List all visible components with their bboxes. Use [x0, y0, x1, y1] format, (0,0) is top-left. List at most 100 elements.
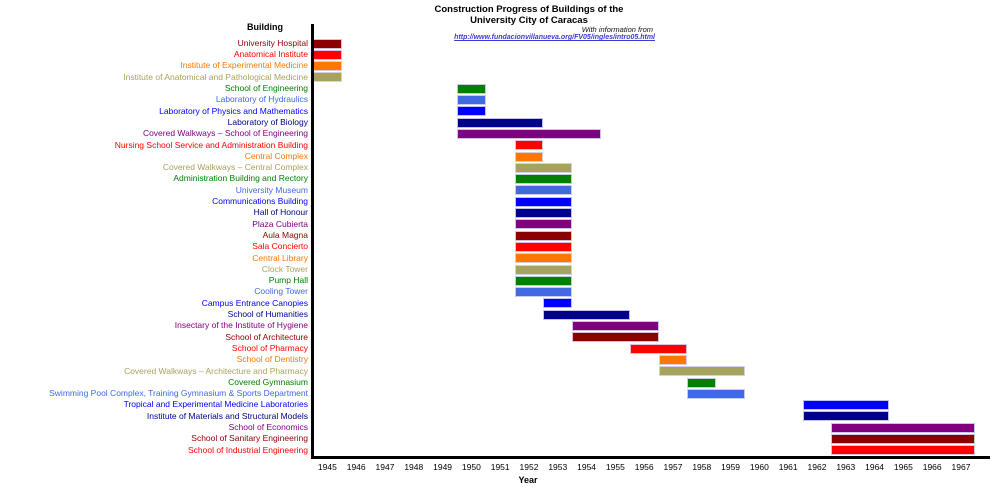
gantt-bar — [687, 388, 745, 399]
gantt-bar — [658, 354, 688, 365]
gantt-bar — [572, 321, 659, 331]
building-label: Plaza Cubierta — [252, 218, 308, 229]
x-tick-label: 1953 — [548, 462, 568, 472]
gantt-bar — [514, 174, 573, 185]
x-tick-label: 1951 — [490, 462, 510, 472]
x-tick-label: 1967 — [951, 462, 971, 472]
x-tick-label: 1960 — [749, 462, 769, 472]
y-axis-line — [311, 24, 314, 459]
x-tick-label: 1946 — [346, 462, 366, 472]
gantt-bar — [543, 309, 630, 320]
gantt-bar — [514, 151, 544, 162]
gantt-bar — [514, 287, 573, 298]
building-label: Covered Walkways – Central Complex — [162, 162, 308, 173]
gantt-bar — [802, 400, 889, 411]
x-tick-label: 1948 — [404, 462, 424, 472]
gantt-bar — [687, 377, 717, 388]
building-label: Pump Hall — [268, 275, 308, 286]
gantt-bar — [831, 445, 976, 456]
gantt-bar — [802, 411, 889, 422]
building-label: Covered Gymnasium — [228, 376, 308, 387]
x-tick-label: 1965 — [893, 462, 913, 472]
building-label: Swimming Pool Complex, Training Gymnasiu… — [49, 388, 308, 399]
building-label: Institute of Experimental Medicine — [180, 60, 308, 71]
x-tick-label: 1949 — [433, 462, 453, 472]
gantt-bar — [514, 219, 573, 230]
gantt-bar — [514, 140, 544, 151]
gantt-bar — [514, 241, 573, 252]
chart-title-line2: University City of Caracas — [470, 14, 588, 26]
x-tick-label: 1964 — [865, 462, 885, 472]
building-label: Aula Magna — [262, 229, 308, 240]
x-tick-label: 1959 — [721, 462, 741, 472]
x-tick-label: 1966 — [922, 462, 942, 472]
building-label: Campus Entrance Canopies — [201, 297, 308, 308]
gantt-bar — [514, 253, 573, 264]
x-axis-title: Year — [518, 475, 538, 485]
gantt-bar — [514, 264, 573, 275]
x-tick-label: 1947 — [375, 462, 395, 472]
building-label: Clock Tower — [261, 263, 308, 274]
x-axis-line — [311, 456, 990, 459]
gantt-bar — [831, 422, 976, 433]
gantt-bar — [457, 128, 601, 139]
building-label: School of Sanitary Engineering — [191, 433, 308, 444]
building-label: Cooling Tower — [254, 286, 308, 297]
gantt-bar — [543, 298, 573, 309]
building-label: Central Library — [252, 252, 308, 263]
gantt-bar — [514, 230, 573, 241]
building-label: Insectary of the Institute of Hygiene — [174, 320, 308, 331]
building-label: Laboratory of Biology — [227, 116, 308, 127]
source-link[interactable]: http://www.fundacionvillanueva.org/FV05/… — [454, 34, 655, 41]
x-tick-label: 1962 — [807, 462, 827, 472]
gantt-bar — [313, 61, 342, 72]
gantt-bar — [457, 117, 544, 128]
building-label: University Museum — [235, 184, 308, 195]
y-axis-title: Building — [247, 22, 283, 32]
building-label: Tropical and Experimental Medicine Labor… — [123, 399, 308, 410]
building-label: School of Architecture — [225, 331, 308, 342]
building-label: School of Economics — [228, 422, 308, 433]
gantt-bar — [658, 366, 745, 377]
building-label: Laboratory of Hydraulics — [215, 94, 308, 105]
chart-subtitle: With information from — [581, 25, 653, 34]
building-label: Institute of Materials and Structural Mo… — [146, 410, 308, 421]
gantt-bar — [514, 196, 573, 207]
gantt-bar — [514, 208, 573, 218]
gantt-bar — [572, 332, 659, 343]
gantt-bar — [514, 185, 573, 196]
building-label: Sala Concierto — [252, 241, 308, 252]
x-tick-label: 1955 — [605, 462, 625, 472]
chart-title: Construction Progress of Buildings of th… — [329, 4, 729, 26]
gantt-bar — [629, 343, 688, 354]
chart-title-line1: Construction Progress of Buildings of th… — [434, 4, 624, 15]
building-label: School of Engineering — [224, 83, 308, 94]
x-tick-label: 1956 — [634, 462, 654, 472]
gantt-bar — [457, 106, 486, 117]
building-label: Administration Building and Rectory — [173, 173, 308, 184]
x-tick-label: 1945 — [317, 462, 337, 472]
building-label: School of Dentistry — [236, 354, 308, 365]
gantt-bar — [514, 162, 573, 173]
x-tick-label: 1952 — [519, 462, 539, 472]
building-label: Central Complex — [244, 150, 308, 161]
building-label: Covered Walkways – School of Engineering — [142, 128, 308, 139]
x-tick-label: 1963 — [836, 462, 856, 472]
x-tick-label: 1954 — [577, 462, 597, 472]
gantt-bar — [313, 72, 342, 83]
building-labels: University Hospital Anatomical Institute I… — [0, 0, 308, 460]
x-tick-label: 1957 — [663, 462, 683, 472]
gantt-bar — [313, 49, 342, 60]
building-label: Covered Walkways – Architecture and Phar… — [124, 365, 308, 376]
plot-area — [313, 38, 976, 456]
gantt-bar — [457, 95, 486, 105]
building-label: Laboratory of Physics and Mathematics — [159, 105, 308, 116]
building-label: Anatomical Institute — [233, 49, 308, 60]
building-label: Hall of Honour — [253, 207, 308, 218]
gantt-bar — [831, 434, 976, 444]
x-tick-label: 1950 — [461, 462, 481, 472]
building-label: Communications Building — [212, 196, 308, 207]
building-label: School of Pharmacy — [231, 342, 308, 353]
gantt-bar — [457, 83, 486, 94]
